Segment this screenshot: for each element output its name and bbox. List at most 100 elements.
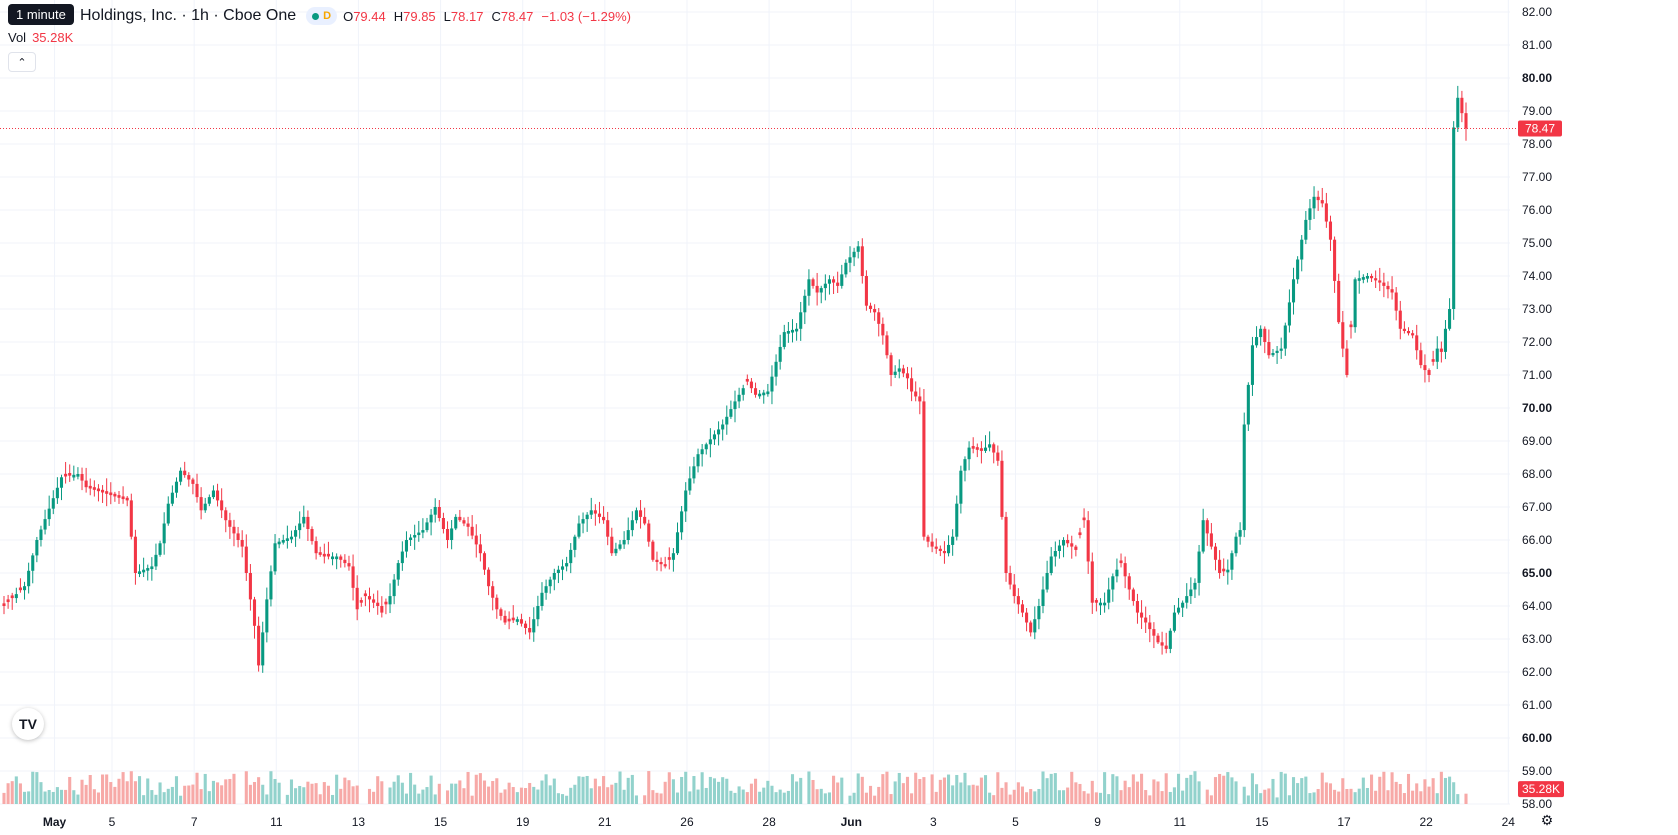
volume-bar <box>548 785 552 804</box>
volume-bar <box>1452 782 1456 804</box>
candle-body <box>696 454 700 467</box>
volume-legend[interactable]: Vol 35.28K <box>8 30 73 45</box>
volume-bar <box>162 792 166 804</box>
volume-bar <box>207 791 211 804</box>
candle-body <box>1131 589 1135 602</box>
volume-bar <box>901 783 905 804</box>
volume-bar <box>827 792 831 804</box>
volume-bar <box>487 786 491 804</box>
candle-body <box>1398 310 1402 329</box>
time-tick-label: 5 <box>1012 815 1019 829</box>
volume-bar <box>150 790 154 804</box>
volume-bar <box>437 783 441 804</box>
candle-body <box>1066 540 1070 544</box>
candle-body <box>836 282 840 286</box>
symbol-title[interactable]: Holdings, Inc. · 1h · Cboe One <box>80 7 297 24</box>
volume-bar <box>1448 776 1452 804</box>
time-tick-label: 15 <box>1255 815 1269 829</box>
candle-body <box>240 540 244 547</box>
candle-body <box>1172 612 1176 631</box>
candle-body <box>330 556 335 560</box>
volume-bar <box>228 778 232 804</box>
candle-body <box>996 452 1000 461</box>
candle-body <box>1160 642 1164 646</box>
volume-bar <box>544 774 548 804</box>
volume-bar <box>1312 792 1316 804</box>
candle-body <box>519 619 523 624</box>
volume-bar <box>1111 774 1115 804</box>
candle-body <box>1259 328 1263 338</box>
time-tick-label: 5 <box>109 815 116 829</box>
candle-body <box>721 424 725 430</box>
candle-body <box>741 388 745 395</box>
candle-body <box>963 459 967 471</box>
volume-bar <box>396 775 400 804</box>
candle-body <box>380 606 384 613</box>
volume-bar <box>166 788 170 804</box>
volume-bar <box>988 792 992 804</box>
price-tick-label: 60.00 <box>1522 731 1552 745</box>
candle-body <box>1218 559 1222 573</box>
candle-body <box>1328 221 1333 240</box>
market-status-pill[interactable]: D <box>306 7 338 25</box>
volume-bar <box>1275 797 1279 804</box>
candle-body <box>1201 520 1205 552</box>
candle-body <box>10 595 14 599</box>
candle-body <box>1185 596 1189 603</box>
collapse-legend-button[interactable]: ⌃ <box>8 52 36 72</box>
volume-bar <box>889 794 893 804</box>
volume-bar <box>413 784 417 804</box>
price-tick-label: 63.00 <box>1522 632 1552 646</box>
volume-bar <box>1135 781 1140 804</box>
time-axis[interactable]: May 5 7 11 13 15 19 21 26 28 Jun 3 5 9 11 15 17 22 24 <box>43 815 1515 829</box>
candle-body <box>236 533 240 540</box>
volume-bar <box>852 792 856 804</box>
volume-bar <box>1008 794 1012 804</box>
candle-body <box>211 490 215 498</box>
candle-body <box>1000 460 1004 517</box>
volume-bar <box>1291 777 1296 804</box>
volume-bar <box>938 779 942 804</box>
volume-bar <box>211 780 215 804</box>
volume-bar <box>1279 771 1283 804</box>
candle-body <box>458 516 462 521</box>
price-tick-label: 80.00 <box>1522 71 1552 85</box>
candle-body <box>1041 589 1045 606</box>
price-axis[interactable]: 82.00 81.00 80.00 79.00 78.00 77.00 76.00 75.00… <box>1518 5 1564 811</box>
volume-bar <box>651 790 655 804</box>
settings-gear-icon[interactable]: ⚙ <box>1540 812 1554 828</box>
candle-body <box>1103 602 1107 606</box>
volume-bar <box>1000 787 1004 804</box>
candle-body <box>1181 602 1185 608</box>
volume-bar <box>51 791 55 804</box>
volume-bar <box>1189 774 1193 804</box>
candle-body <box>634 510 638 521</box>
ohlc-values: O79.44 H79.85 L78.17 C78.47 −1.03 (−1.29… <box>343 9 631 24</box>
candle-body <box>470 526 474 536</box>
time-tick-label: 15 <box>434 815 448 829</box>
volume-bar <box>133 781 137 804</box>
candle-body <box>347 563 351 567</box>
candle-body <box>14 594 18 599</box>
candle-body <box>1238 530 1242 537</box>
candle-body <box>663 564 667 567</box>
candle-body <box>1135 601 1140 613</box>
volume-bar <box>55 787 59 804</box>
volume-bar <box>951 785 955 804</box>
candle-body <box>515 619 519 622</box>
candle-body <box>610 536 614 554</box>
tradingview-logo-icon[interactable]: TV <box>12 708 44 740</box>
volume-bar <box>741 789 745 804</box>
volume-bar <box>109 782 113 804</box>
candle-body <box>421 530 425 533</box>
volume-bar <box>992 795 996 804</box>
volume-bar <box>725 778 729 804</box>
volume-bar <box>918 778 922 804</box>
volume-bar <box>203 773 207 804</box>
volume-bar <box>782 792 786 804</box>
volume-bar <box>1353 792 1357 804</box>
volume-bar <box>495 778 499 804</box>
candle-body <box>80 474 84 481</box>
candle-body <box>856 246 860 252</box>
